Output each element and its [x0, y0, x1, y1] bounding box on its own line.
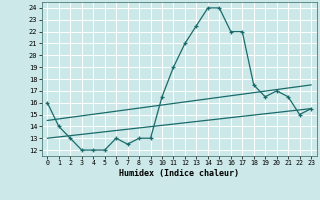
X-axis label: Humidex (Indice chaleur): Humidex (Indice chaleur) — [119, 169, 239, 178]
